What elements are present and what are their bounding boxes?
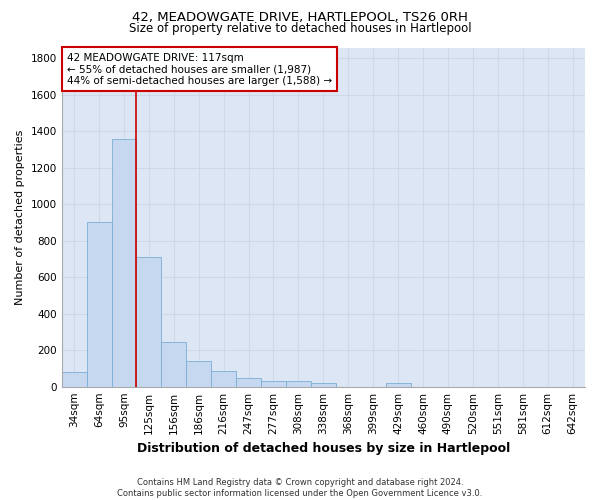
- Bar: [261, 381, 286, 386]
- Text: Contains HM Land Registry data © Crown copyright and database right 2024.
Contai: Contains HM Land Registry data © Crown c…: [118, 478, 482, 498]
- Bar: [112, 138, 136, 386]
- Bar: [136, 257, 161, 386]
- Y-axis label: Number of detached properties: Number of detached properties: [15, 130, 25, 305]
- Text: Size of property relative to detached houses in Hartlepool: Size of property relative to detached ho…: [128, 22, 472, 35]
- Text: 42, MEADOWGATE DRIVE, HARTLEPOOL, TS26 0RH: 42, MEADOWGATE DRIVE, HARTLEPOOL, TS26 0…: [132, 11, 468, 24]
- Bar: [62, 372, 86, 386]
- Bar: [86, 222, 112, 386]
- Bar: [311, 383, 336, 386]
- Bar: [286, 381, 311, 386]
- Bar: [211, 371, 236, 386]
- X-axis label: Distribution of detached houses by size in Hartlepool: Distribution of detached houses by size …: [137, 442, 510, 455]
- Bar: [386, 383, 410, 386]
- Bar: [236, 378, 261, 386]
- Text: 42 MEADOWGATE DRIVE: 117sqm
← 55% of detached houses are smaller (1,987)
44% of : 42 MEADOWGATE DRIVE: 117sqm ← 55% of det…: [67, 52, 332, 86]
- Bar: [186, 361, 211, 386]
- Bar: [161, 342, 186, 386]
